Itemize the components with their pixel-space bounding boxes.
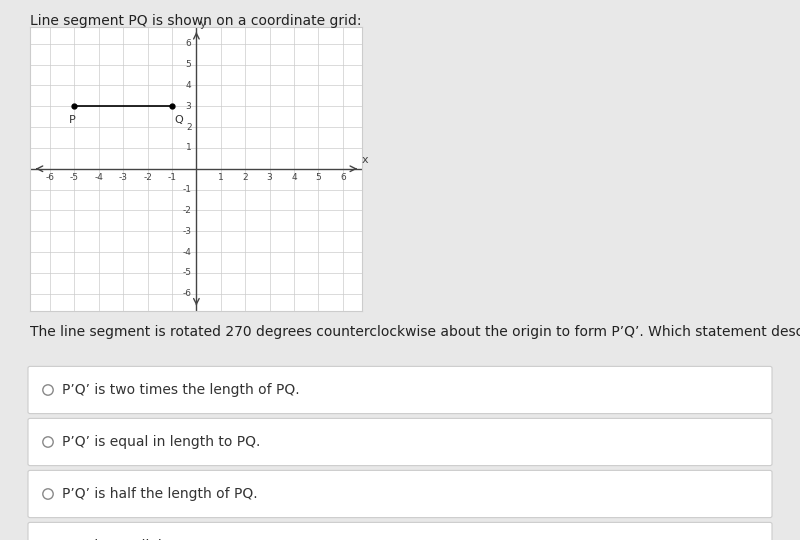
Text: 2: 2 (242, 173, 248, 182)
Text: -3: -3 (118, 173, 128, 182)
Text: P’Q’ is two times the length of PQ.: P’Q’ is two times the length of PQ. (62, 383, 300, 397)
Text: P’Q’ is half the length of PQ.: P’Q’ is half the length of PQ. (62, 487, 258, 501)
Text: -4: -4 (94, 173, 103, 182)
Text: 2: 2 (186, 123, 191, 132)
Text: x: x (361, 155, 368, 165)
Text: -5: -5 (70, 173, 79, 182)
Text: -6: -6 (46, 173, 54, 182)
Text: 5: 5 (186, 60, 191, 69)
Text: P: P (69, 114, 75, 125)
Text: -2: -2 (143, 173, 152, 182)
Text: P’Q’ is equal in length to PQ.: P’Q’ is equal in length to PQ. (62, 435, 261, 449)
Text: Q: Q (174, 114, 183, 125)
Text: -3: -3 (182, 227, 191, 236)
Text: -5: -5 (182, 268, 191, 278)
Text: y: y (200, 19, 206, 29)
Text: 4: 4 (186, 81, 191, 90)
Text: 1: 1 (218, 173, 224, 182)
Text: Line segment PQ is shown on a coordinate grid:: Line segment PQ is shown on a coordinate… (30, 14, 362, 28)
Text: 1: 1 (186, 144, 191, 152)
Text: 6: 6 (340, 173, 346, 182)
Text: P’Q’ is parallel to PQ.: P’Q’ is parallel to PQ. (62, 539, 209, 540)
Text: The line segment is rotated 270 degrees counterclockwise about the origin to for: The line segment is rotated 270 degrees … (30, 325, 800, 339)
Text: -1: -1 (167, 173, 177, 182)
Text: 3: 3 (266, 173, 273, 182)
Text: 5: 5 (315, 173, 322, 182)
Text: -2: -2 (182, 206, 191, 215)
Text: 6: 6 (186, 39, 191, 48)
Text: -4: -4 (182, 248, 191, 256)
Text: -6: -6 (182, 289, 191, 298)
Text: 4: 4 (291, 173, 297, 182)
Text: -1: -1 (182, 185, 191, 194)
Text: 3: 3 (186, 102, 191, 111)
